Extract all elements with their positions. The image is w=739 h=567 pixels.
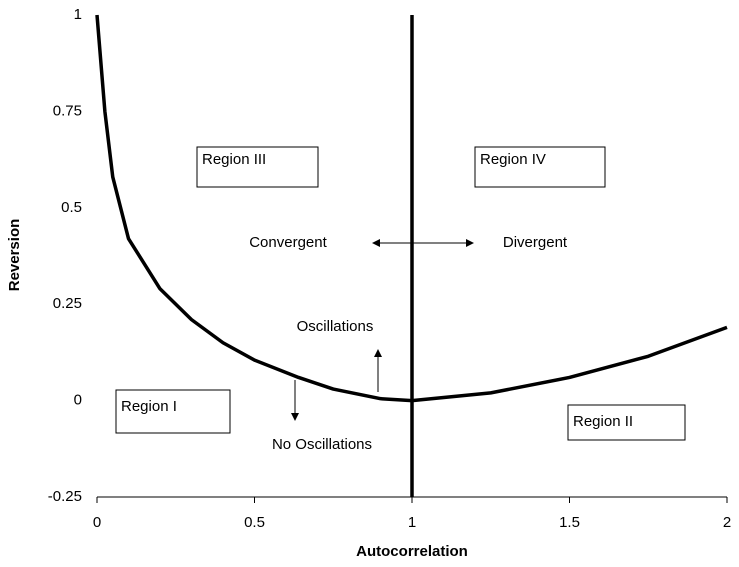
region-box bbox=[474, 146, 606, 188]
x-axis-title: Autocorrelation bbox=[356, 543, 468, 560]
annotation: Convergent bbox=[249, 234, 327, 251]
x-tick-label: 1 bbox=[408, 514, 416, 531]
region-box bbox=[115, 389, 231, 434]
region-box bbox=[196, 146, 319, 188]
y-tick-label: -0.25 bbox=[48, 488, 82, 505]
annotation: Region III bbox=[202, 151, 266, 168]
x-tick-label: 2 bbox=[723, 514, 731, 531]
x-tick-label: 0 bbox=[93, 514, 101, 531]
line bbox=[95, 14, 728, 403]
y-tick-label: 0 bbox=[74, 392, 82, 409]
region-box bbox=[567, 404, 686, 441]
y-tick-label: 0.5 bbox=[61, 199, 82, 216]
annotation: Region I bbox=[121, 398, 177, 415]
y-tick-label: 1 bbox=[74, 6, 82, 23]
y-tick-label: 0.25 bbox=[53, 295, 82, 312]
annotation: No Oscillations bbox=[272, 436, 372, 453]
x-tick-label: 0.5 bbox=[244, 514, 265, 531]
annotation: Region IV bbox=[480, 151, 546, 168]
y-axis-title: Reversion bbox=[6, 219, 23, 292]
annotation: Oscillations bbox=[297, 318, 374, 335]
y-tick-label: 0.75 bbox=[53, 102, 82, 119]
annotation: Region II bbox=[573, 413, 633, 430]
annotation: Divergent bbox=[503, 234, 568, 251]
x-tick-label: 1.5 bbox=[559, 514, 580, 531]
